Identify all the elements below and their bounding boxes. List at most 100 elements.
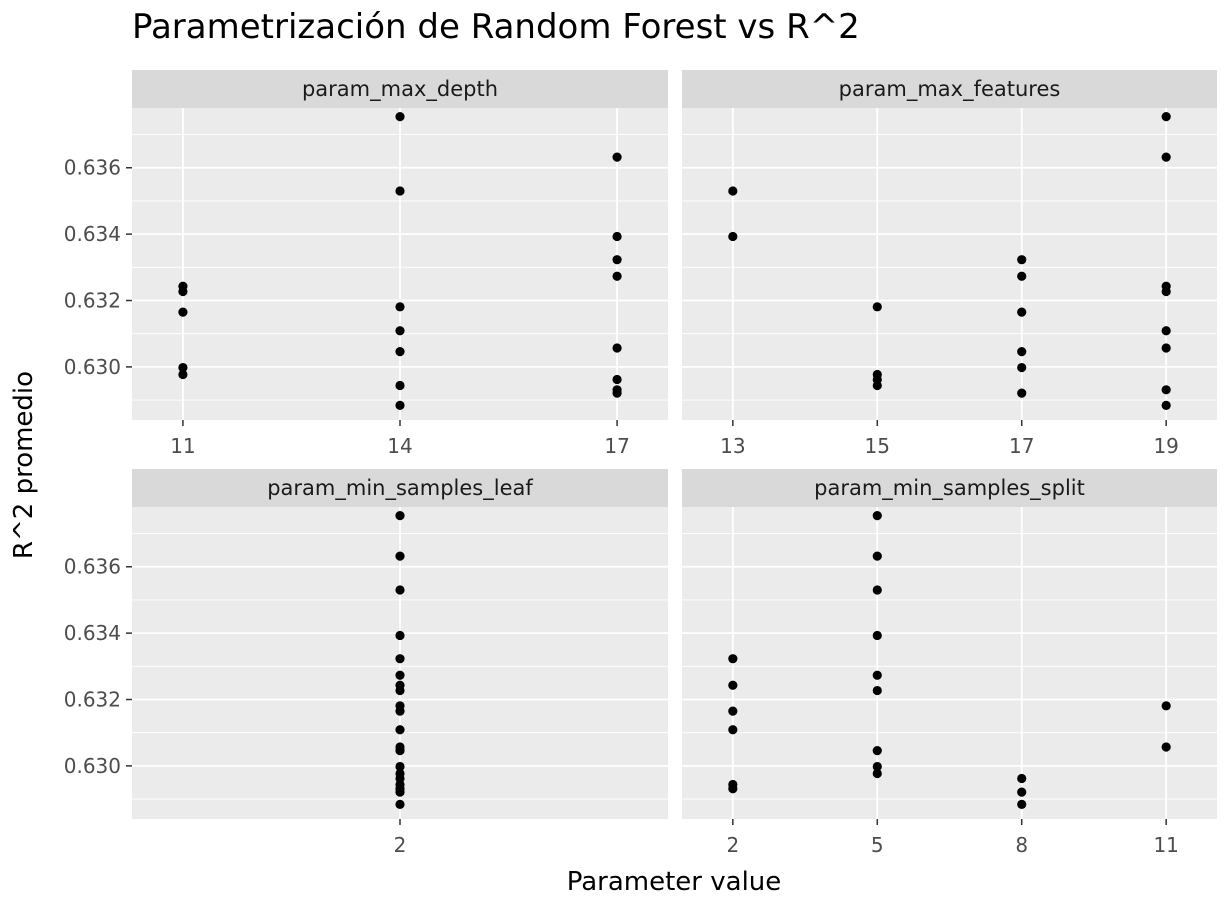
data-point [395, 746, 405, 756]
data-point [1017, 255, 1027, 265]
data-point [395, 654, 405, 664]
data-point [1161, 343, 1171, 353]
x-tick-label: 5 [871, 833, 884, 857]
x-tick-label: 14 [387, 434, 412, 458]
data-point [872, 685, 882, 696]
data-point [1017, 799, 1027, 809]
data-point [1017, 773, 1027, 784]
data-point [178, 362, 188, 373]
y-tick-label: 0.632 [64, 289, 121, 313]
data-point [395, 112, 405, 122]
data-point [1161, 400, 1171, 410]
y-tick-label: 0.634 [64, 621, 121, 645]
data-point [612, 231, 622, 242]
data-point [1161, 286, 1171, 297]
data-point [178, 286, 188, 297]
data-point [872, 302, 882, 312]
data-point [395, 787, 405, 797]
data-point [178, 369, 188, 380]
data-point [1161, 152, 1171, 162]
data-point [612, 152, 622, 162]
data-point [612, 388, 622, 398]
y-tick-label: 0.630 [64, 754, 121, 778]
strip-label: param_max_features [839, 77, 1061, 102]
x-tick-label: 19 [1153, 434, 1178, 458]
facet-panels: param_max_depth 11 14 17 0.630 0.632 0.634 0.63… [64, 70, 1217, 857]
data-point [395, 670, 405, 680]
data-point [1161, 385, 1171, 395]
data-point [612, 343, 622, 353]
y-axis-title: R^2 promedio [9, 371, 39, 559]
data-point [612, 374, 622, 385]
data-point [395, 551, 405, 561]
data-point [872, 585, 882, 595]
x-tick-label: 17 [604, 434, 629, 458]
y-tick-label: 0.634 [64, 222, 121, 246]
data-point [178, 307, 188, 317]
data-point [872, 670, 882, 680]
data-point [1161, 742, 1171, 752]
data-point [1017, 307, 1027, 317]
strip-label: param_min_samples_leaf [267, 476, 533, 501]
data-point [395, 347, 405, 357]
data-point [395, 380, 405, 391]
data-point [395, 585, 405, 595]
strip-background [132, 70, 668, 108]
panel-background [682, 108, 1217, 420]
x-tick-label: 2 [394, 833, 407, 857]
chart-title: Parametrización de Random Forest vs R^2 [132, 7, 860, 47]
y-tick-label: 0.636 [64, 156, 121, 180]
data-point [395, 799, 405, 809]
x-tick-label: 11 [170, 434, 195, 458]
data-point [728, 725, 738, 735]
data-point [395, 725, 405, 735]
y-tick-label: 0.630 [64, 355, 121, 379]
data-point [612, 255, 622, 265]
data-point [728, 784, 738, 794]
data-point [728, 231, 738, 242]
data-point [872, 746, 882, 756]
data-point [1161, 112, 1171, 122]
x-tick-label: 2 [726, 833, 739, 857]
data-point [872, 630, 882, 641]
x-tick-label: 17 [1009, 434, 1034, 458]
data-point [728, 706, 738, 716]
data-point [872, 761, 882, 772]
strip-label: param_max_depth [302, 77, 498, 102]
data-point [872, 768, 882, 779]
data-point [1017, 787, 1027, 797]
data-point [728, 186, 738, 196]
data-point [728, 654, 738, 664]
data-point [1017, 347, 1027, 357]
facet-param_min_samples_leaf: param_min_samples_leaf 2 0.630 0.632 0.634 0.… [64, 469, 668, 857]
data-point [872, 511, 882, 521]
data-point [1017, 362, 1027, 373]
panel-background [682, 507, 1217, 819]
strip-background [682, 70, 1217, 108]
x-tick-label: 13 [720, 434, 745, 458]
strip-label: param_min_samples_split [814, 476, 1085, 501]
x-axis-title: Parameter value [567, 867, 782, 897]
data-point [1161, 326, 1171, 336]
data-point [395, 685, 405, 696]
strip-background [132, 469, 668, 507]
data-point [612, 271, 622, 281]
facet-param_min_samples_split: param_min_samples_split 2 5 8 11 [682, 469, 1217, 857]
x-tick-label: 11 [1153, 833, 1178, 857]
data-point [395, 630, 405, 641]
data-point [395, 186, 405, 196]
facet-param_max_features: param_max_features 13 15 17 19 [682, 70, 1217, 458]
data-point [395, 326, 405, 336]
data-point [395, 400, 405, 410]
x-tick-label: 15 [865, 434, 890, 458]
y-tick-label: 0.632 [64, 688, 121, 712]
data-point [395, 302, 405, 312]
data-point [395, 511, 405, 521]
data-point [1017, 388, 1027, 398]
data-point [1161, 701, 1171, 711]
x-tick-label: 8 [1015, 833, 1028, 857]
data-point [872, 551, 882, 561]
data-point [1017, 271, 1027, 281]
y-tick-label: 0.636 [64, 555, 121, 579]
